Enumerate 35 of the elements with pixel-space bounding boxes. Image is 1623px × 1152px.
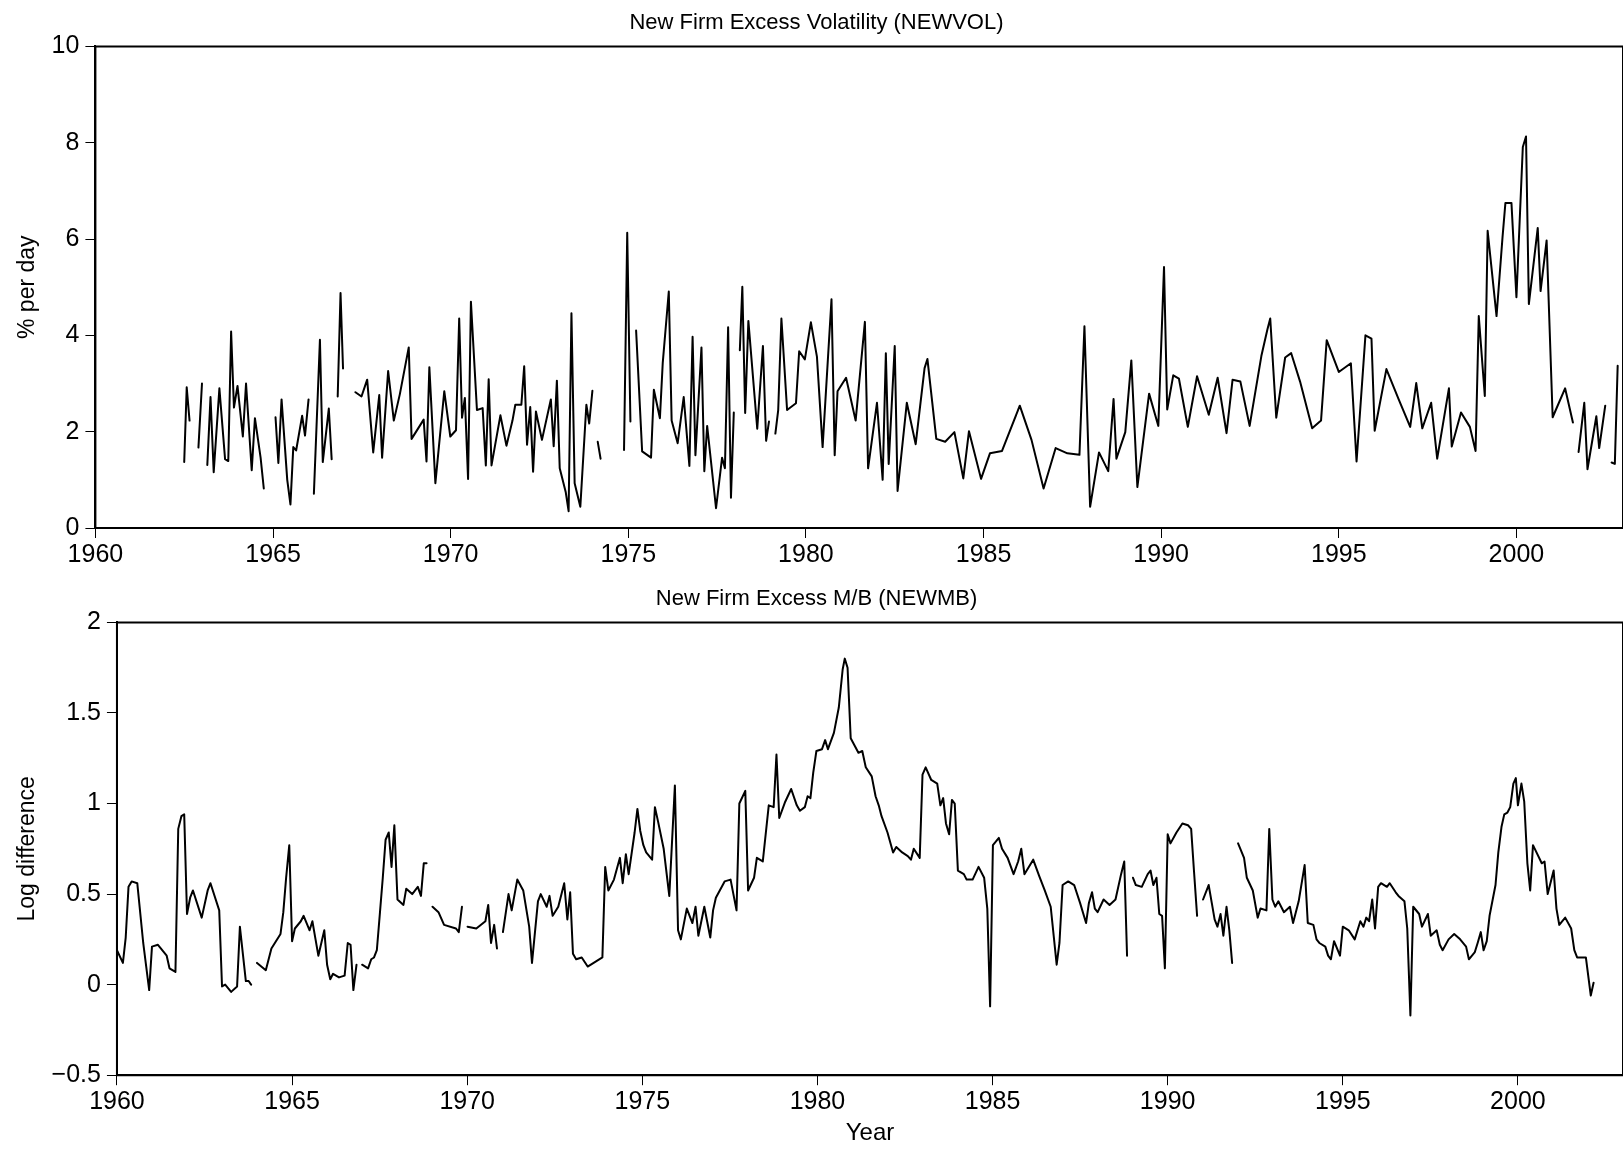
x-axis-title: Year <box>845 1118 895 1146</box>
x-tick-label: 1970 <box>439 1086 496 1115</box>
y-tick-label: 2 <box>65 415 80 444</box>
x-tick-label: 1980 <box>778 538 834 567</box>
x-tick-label: 1995 <box>1310 538 1367 567</box>
y-tick-label: 1 <box>87 787 101 816</box>
x-tick-label: 1995 <box>1314 1086 1371 1115</box>
y-tick-label: 10 <box>51 30 80 59</box>
x-tick-label: 1975 <box>614 1086 671 1115</box>
x-tick-label: 2000 <box>1490 1086 1546 1115</box>
y-tick-label: 8 <box>65 126 80 155</box>
x-tick-label: 1965 <box>245 538 301 567</box>
y-tick-label: 0.5 <box>66 877 101 906</box>
x-tick-label: 1980 <box>789 1086 846 1115</box>
y-axis-title: % per day <box>13 234 40 339</box>
x-tick-label: 1960 <box>67 538 124 567</box>
x-tick-label: 1975 <box>600 538 657 567</box>
x-tick-label: 1990 <box>1133 538 1189 567</box>
y-tick-label: 2 <box>87 606 101 635</box>
y-tick-label: 0 <box>87 968 101 997</box>
y-tick-label: 0 <box>65 511 80 540</box>
y-tick-label: −0.5 <box>51 1059 101 1088</box>
x-tick-label: 1960 <box>89 1086 145 1115</box>
chart-title: New Firm Excess Volatility (NEWVOL) <box>629 9 1004 35</box>
y-tick-label: 1.5 <box>66 696 101 725</box>
x-tick-label: 1985 <box>964 1086 1021 1115</box>
x-tick-label: 1985 <box>955 538 1012 567</box>
y-tick-label: 4 <box>65 319 80 348</box>
x-tick-label: 1965 <box>264 1086 320 1115</box>
y-tick-label: 6 <box>65 222 80 251</box>
y-axis-title: Log difference <box>13 776 40 922</box>
x-tick-label: 1970 <box>422 538 479 567</box>
chart-title: New Firm Excess M/B (NEWMB) <box>655 585 978 611</box>
x-tick-label: 1990 <box>1139 1086 1196 1115</box>
x-tick-label: 2000 <box>1488 538 1545 567</box>
